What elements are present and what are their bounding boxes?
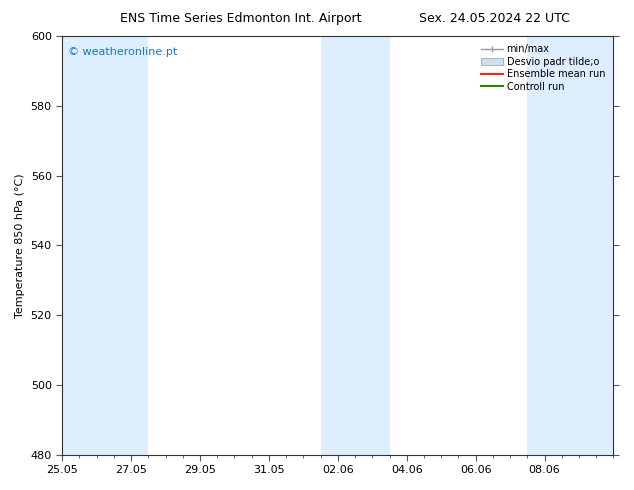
Legend: min/max, Desvio padr tilde;o, Ensemble mean run, Controll run: min/max, Desvio padr tilde;o, Ensemble m… — [479, 42, 608, 95]
Bar — [321, 36, 389, 455]
Text: ENS Time Series Edmonton Int. Airport: ENS Time Series Edmonton Int. Airport — [120, 12, 361, 25]
Text: Sex. 24.05.2024 22 UTC: Sex. 24.05.2024 22 UTC — [419, 12, 570, 25]
Text: © weatheronline.pt: © weatheronline.pt — [68, 47, 177, 57]
Y-axis label: Temperature 850 hPa (°C): Temperature 850 hPa (°C) — [15, 173, 25, 318]
Bar — [527, 36, 614, 455]
Bar — [114, 36, 148, 455]
Bar — [62, 36, 114, 455]
